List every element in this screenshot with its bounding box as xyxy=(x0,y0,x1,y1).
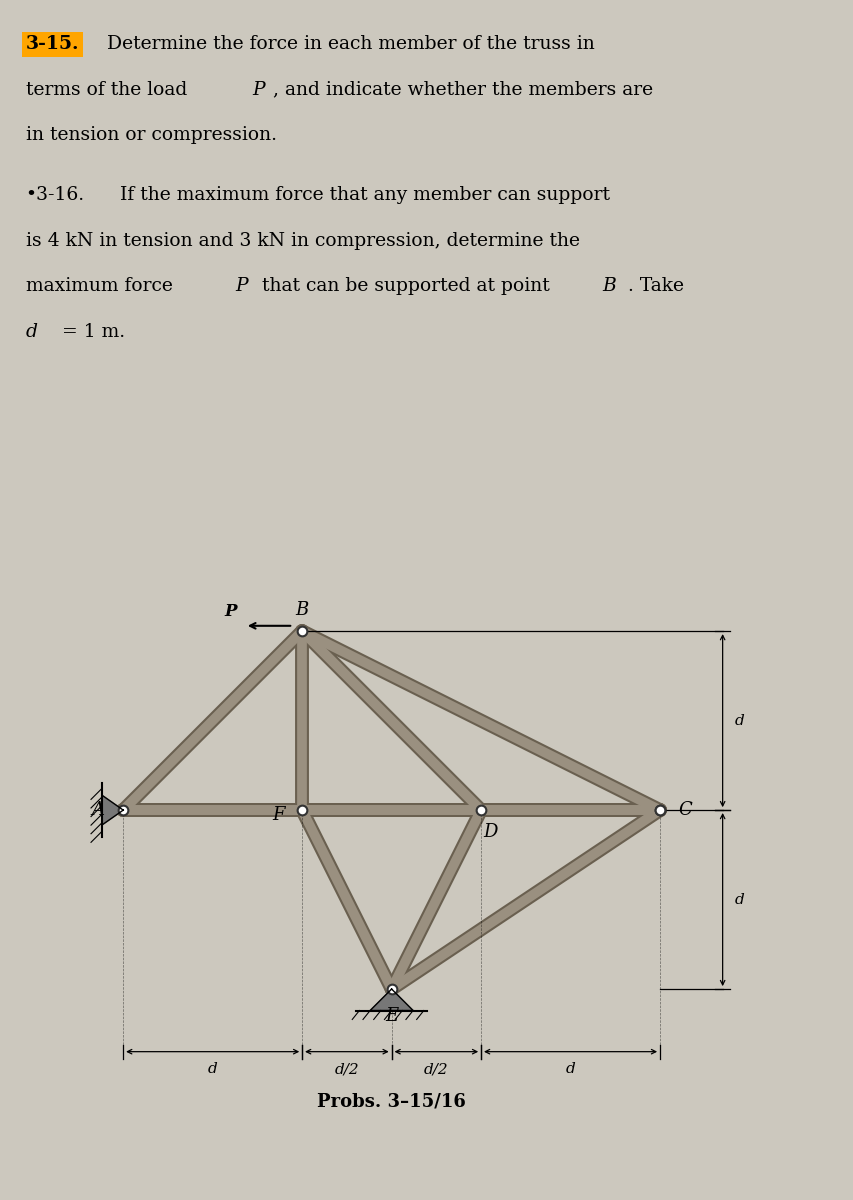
Polygon shape xyxy=(369,989,413,1010)
Text: maximum force: maximum force xyxy=(26,277,178,295)
Text: A: A xyxy=(91,802,105,820)
Text: in tension or compression.: in tension or compression. xyxy=(26,126,276,144)
Text: terms of the load: terms of the load xyxy=(26,80,193,98)
Text: E: E xyxy=(385,1007,397,1025)
Text: F: F xyxy=(272,806,285,824)
Text: B: B xyxy=(601,277,615,295)
Text: d: d xyxy=(565,1062,575,1076)
Text: 3-15.: 3-15. xyxy=(26,35,79,53)
Polygon shape xyxy=(102,796,123,826)
Text: . Take: . Take xyxy=(627,277,683,295)
Text: d: d xyxy=(734,893,744,906)
Text: d: d xyxy=(207,1062,218,1076)
Text: d: d xyxy=(26,323,38,341)
Text: = 1 m.: = 1 m. xyxy=(55,323,125,341)
Text: Probs. 3–15/16: Probs. 3–15/16 xyxy=(316,1093,466,1111)
Text: P: P xyxy=(235,277,247,295)
Text: Determine the force in each member of the truss in: Determine the force in each member of th… xyxy=(107,35,594,53)
Text: that can be supported at point: that can be supported at point xyxy=(256,277,555,295)
Text: P: P xyxy=(224,604,236,620)
Text: d/2: d/2 xyxy=(334,1062,359,1076)
Text: B: B xyxy=(295,601,309,619)
Text: is 4 kN in tension and 3 kN in compression, determine the: is 4 kN in tension and 3 kN in compressi… xyxy=(26,232,579,250)
Text: C: C xyxy=(677,802,691,820)
Text: D: D xyxy=(482,822,496,840)
Text: If the maximum force that any member can support: If the maximum force that any member can… xyxy=(119,186,609,204)
Text: P: P xyxy=(252,80,264,98)
Text: •3-16.: •3-16. xyxy=(26,186,84,204)
Text: , and indicate whether the members are: , and indicate whether the members are xyxy=(273,80,653,98)
Text: d: d xyxy=(734,714,744,727)
Text: d/2: d/2 xyxy=(424,1062,448,1076)
